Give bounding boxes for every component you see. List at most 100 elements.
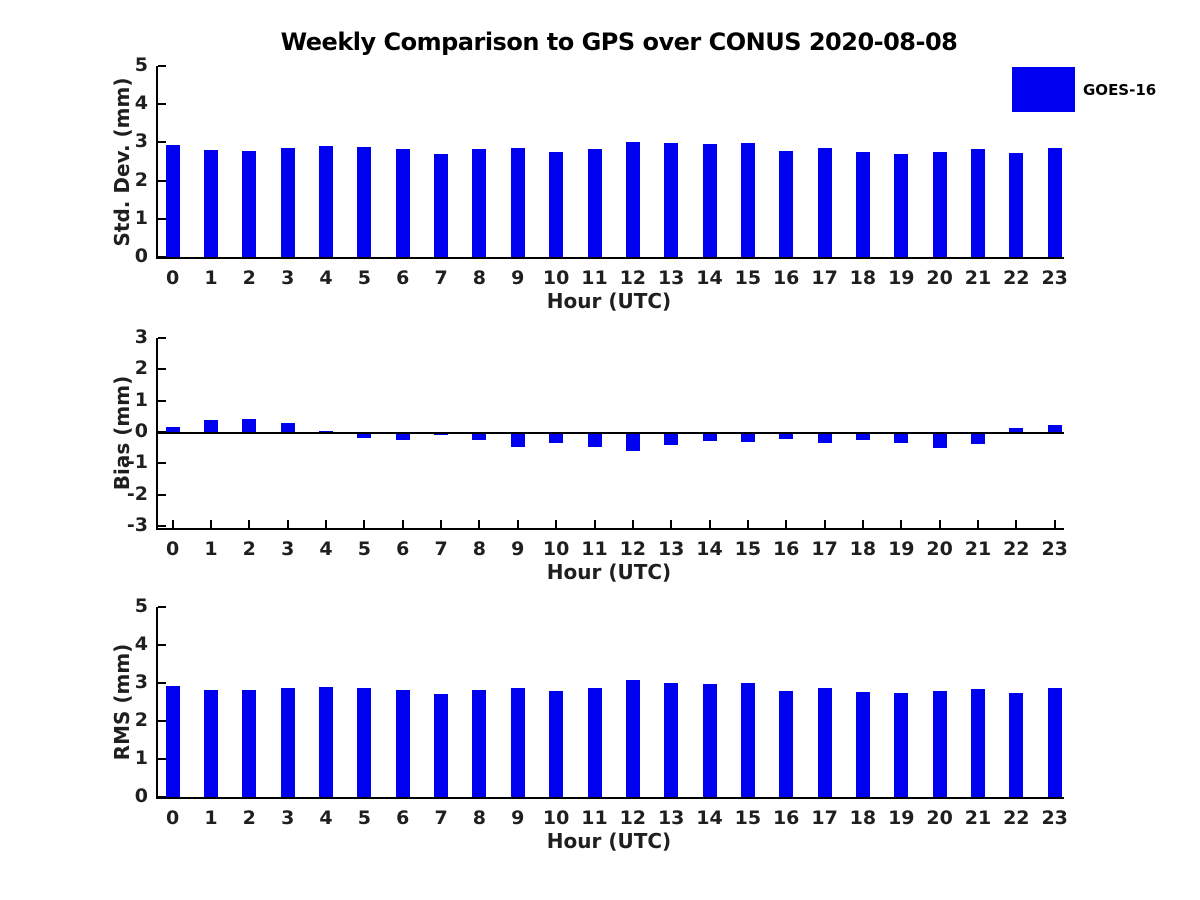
y-tickmark-rms-2 <box>158 720 166 722</box>
x-tick-label-bias-18: 18 <box>849 538 877 560</box>
x-tick-label-rms-17: 17 <box>811 807 838 829</box>
chart-title: Weekly Comparison to GPS over CONUS 2020… <box>280 28 958 56</box>
bar-bias-hour-14 <box>702 434 717 441</box>
x-tick-label-bias-10: 10 <box>542 538 570 560</box>
bar-bias-hour-9 <box>510 434 525 448</box>
bar-rms-hour-21 <box>971 689 985 797</box>
y-tick-label-std-dev-5: 5 <box>134 54 148 76</box>
x-axis-spine-std-dev <box>156 257 1064 259</box>
x-tick-label-rms-7: 7 <box>434 807 448 829</box>
x-tickmark-bias-14 <box>708 520 711 528</box>
x-tick-label-bias-11: 11 <box>581 538 608 560</box>
x-tick-label-std-dev-13: 13 <box>657 267 685 289</box>
x-tick-label-bias-19: 19 <box>888 538 915 560</box>
bar-rms-hour-20 <box>932 691 947 797</box>
x-tick-label-std-dev-18: 18 <box>849 267 877 289</box>
x-tick-label-bias-17: 17 <box>811 538 838 560</box>
x-tickmark-bias-12 <box>631 520 634 528</box>
y-tickmark-std-dev-4 <box>158 103 166 106</box>
x-tick-label-rms-9: 9 <box>511 807 525 829</box>
x-tick-label-std-dev-15: 15 <box>734 267 762 289</box>
bar-std-dev-hour-22 <box>1009 152 1024 257</box>
x-tick-label-rms-10: 10 <box>542 807 570 829</box>
bar-rms-hour-7 <box>434 694 449 797</box>
y-tickmark-bias--1 <box>158 462 166 465</box>
bar-std-dev-hour-23 <box>1047 148 1062 257</box>
bar-bias-hour-15 <box>740 434 755 442</box>
bar-bias-hour-8 <box>472 434 487 440</box>
x-tick-label-std-dev-4: 4 <box>319 267 333 289</box>
bar-std-dev-hour-16 <box>779 150 794 257</box>
y-tick-label-std-dev-2: 2 <box>134 168 148 191</box>
x-axis-label-rms: Hour (UTC) <box>546 829 672 853</box>
x-tickmark-bias-11 <box>593 520 596 528</box>
x-tickmark-bias-16 <box>785 520 788 528</box>
bar-bias-hour-13 <box>664 434 679 445</box>
bar-std-dev-hour-20 <box>932 152 947 257</box>
x-tickmark-bias-5 <box>363 520 366 528</box>
bar-bias-hour-18 <box>855 434 870 440</box>
y-tick-label-std-dev-3: 3 <box>134 130 148 153</box>
x-tick-label-rms-23: 23 <box>1041 807 1068 829</box>
x-tick-label-std-dev-19: 19 <box>888 267 915 289</box>
y-tickmark-rms-3 <box>158 682 166 684</box>
bar-std-dev-hour-1 <box>204 149 218 257</box>
x-tickmark-bias-18 <box>861 520 864 528</box>
x-tick-label-rms-22: 22 <box>1003 807 1030 829</box>
x-tick-label-std-dev-5: 5 <box>357 267 371 289</box>
x-tickmark-bias-1 <box>210 520 212 528</box>
y-tickmark-rms-4 <box>158 644 166 646</box>
bar-std-dev-hour-21 <box>971 149 985 257</box>
x-tickmark-bias-7 <box>440 520 443 528</box>
x-tick-label-std-dev-17: 17 <box>811 267 838 289</box>
bar-bias-hour-19 <box>894 434 909 444</box>
y-tick-label-rms-5: 5 <box>134 595 148 617</box>
y-tick-label-std-dev-1: 1 <box>134 206 148 229</box>
x-tick-label-bias-16: 16 <box>772 538 800 560</box>
x-tick-label-std-dev-3: 3 <box>281 267 295 289</box>
x-tick-label-bias-6: 6 <box>396 538 410 560</box>
bar-rms-hour-12 <box>625 680 640 797</box>
legend-swatch-goes16 <box>1012 67 1075 112</box>
y-tick-label-bias--2: -2 <box>126 482 148 505</box>
bar-rms-hour-8 <box>472 689 487 797</box>
y-tick-label-rms-1: 1 <box>134 747 148 769</box>
bar-rms-hour-13 <box>664 682 679 797</box>
bar-std-dev-hour-17 <box>817 148 832 257</box>
x-tickmark-bias-2 <box>248 520 251 528</box>
x-tick-label-bias-9: 9 <box>511 538 525 560</box>
bar-rms-hour-9 <box>510 687 525 797</box>
bar-std-dev-hour-19 <box>894 153 909 257</box>
bar-rms-hour-6 <box>395 689 410 797</box>
bar-bias-hour-22 <box>1009 428 1024 432</box>
y-axis-label-std-dev: Std. Dev. (mm) <box>110 77 134 246</box>
bar-bias-hour-0 <box>165 427 180 432</box>
x-tick-label-rms-2: 2 <box>242 807 256 829</box>
bar-rms-hour-23 <box>1047 688 1062 797</box>
x-tickmark-bias-20 <box>938 520 941 528</box>
bar-rms-hour-1 <box>204 689 218 797</box>
x-tick-label-rms-6: 6 <box>396 807 410 829</box>
bar-bias-hour-3 <box>280 423 295 432</box>
bar-rms-hour-14 <box>702 683 717 797</box>
x-tickmark-bias-19 <box>900 520 903 528</box>
x-tickmark-bias-21 <box>977 520 979 528</box>
x-tick-label-rms-14: 14 <box>696 807 723 829</box>
x-tickmark-bias-3 <box>286 520 289 528</box>
x-tickmark-bias-9 <box>516 520 519 528</box>
y-tick-label-rms-3: 3 <box>134 671 148 693</box>
bar-std-dev-hour-10 <box>549 151 564 257</box>
x-tick-label-bias-14: 14 <box>696 538 723 560</box>
x-tick-label-bias-13: 13 <box>657 538 685 560</box>
bar-rms-hour-2 <box>242 690 257 797</box>
bar-std-dev-hour-6 <box>395 149 410 257</box>
bar-std-dev-hour-4 <box>319 146 333 257</box>
y-axis-spine-bias <box>156 338 158 530</box>
bar-bias-hour-23 <box>1047 425 1062 432</box>
bar-std-dev-hour-8 <box>472 149 487 257</box>
zero-line-bias <box>156 432 1064 434</box>
bar-std-dev-hour-2 <box>242 150 257 257</box>
x-tick-label-rms-12: 12 <box>619 807 647 829</box>
y-tick-label-rms-2: 2 <box>134 709 148 731</box>
x-axis-label-std-dev: Hour (UTC) <box>546 289 672 313</box>
